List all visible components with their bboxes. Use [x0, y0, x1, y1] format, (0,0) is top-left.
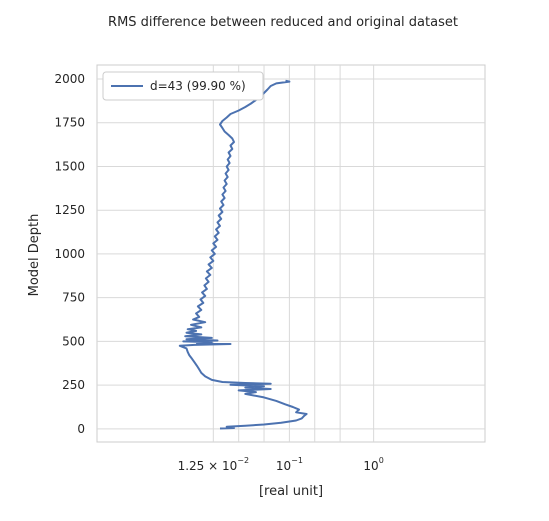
x-tick-label-0: 1.25 × 10−2	[178, 456, 249, 473]
y-tick-label-2: 500	[62, 334, 85, 348]
x-axis-label: [real unit]	[259, 484, 323, 499]
y-tick-label-5: 1250	[54, 203, 85, 217]
y-tick-label-7: 1750	[54, 116, 85, 130]
y-axis-label: Model Depth	[27, 214, 42, 297]
y-tick-label-0: 0	[77, 422, 85, 436]
legend-label: d=43 (99.90 %)	[150, 79, 246, 93]
y-grid	[97, 78, 485, 430]
y-tick-label-3: 750	[62, 291, 85, 305]
legend: d=43 (99.90 %)	[102, 71, 264, 101]
x-tick-label-2: 100	[363, 456, 383, 473]
y-tick-label-1: 250	[62, 378, 85, 392]
y-tick-label-8: 2000	[54, 72, 85, 86]
y-tick-label-4: 1000	[54, 247, 85, 261]
legend-box	[102, 71, 264, 101]
y-tick-labels: 0 250 500 750 1000 1250 1500 1750 2000	[54, 72, 85, 436]
chart-title: RMS difference between reduced and origi…	[108, 15, 458, 30]
y-tick-label-6: 1500	[54, 159, 85, 173]
x-tick-label-1: 10−1	[276, 456, 303, 473]
series-line-0	[178, 79, 308, 430]
x-tick-labels: 1.25 × 10−2 10−1 100	[178, 456, 384, 473]
series-layer	[178, 79, 308, 430]
